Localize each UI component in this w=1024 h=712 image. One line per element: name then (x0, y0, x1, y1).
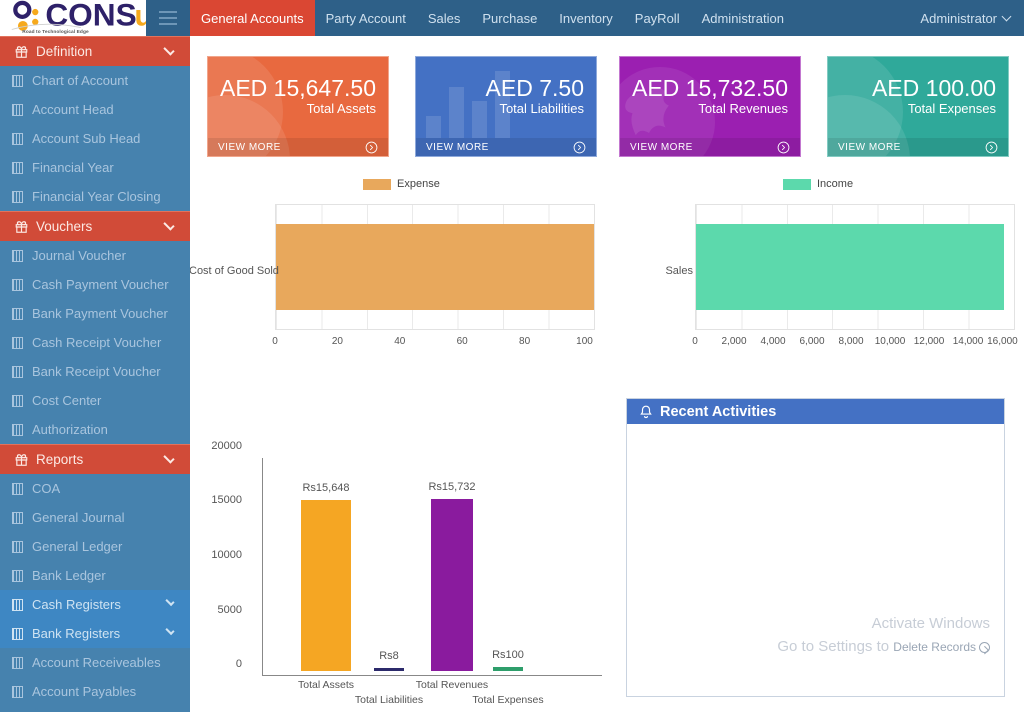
svg-text:Road to Technological Edge: Road to Technological Edge (22, 29, 89, 35)
svg-text:us: us (134, 0, 146, 32)
svg-text:CONS: CONS (45, 0, 136, 32)
